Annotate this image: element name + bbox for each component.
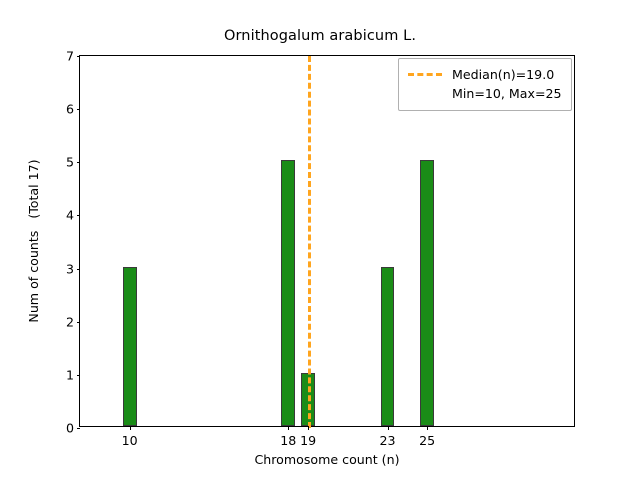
legend-label-median: Median(n)=19.0	[452, 67, 555, 82]
x-tick-label: 10	[121, 433, 138, 448]
x-tick-label: 19	[300, 433, 317, 448]
median-line-layer	[80, 56, 574, 428]
y-tick-mark	[76, 109, 80, 111]
dashed-line-icon	[408, 73, 442, 76]
legend-label-minmax: Min=10, Max=25	[452, 86, 562, 101]
y-tick-label: 3	[65, 261, 74, 277]
y-tick-mark	[76, 428, 80, 429]
x-axis-label: Chromosome count (n)	[254, 452, 400, 467]
y-tick-label: 1	[65, 367, 74, 383]
y-axis-label: Num of counts (Total 17)	[26, 159, 41, 323]
y-tick-label: 5	[65, 154, 74, 170]
chart-title: Ornithogalum arabicum L.	[223, 28, 417, 44]
y-tick-mark	[76, 162, 80, 164]
x-tick-mark	[129, 426, 131, 430]
bar	[122, 266, 137, 426]
median-line	[308, 56, 312, 428]
y-tick-label: 4	[65, 207, 74, 223]
y-tick-label: 7	[65, 48, 74, 64]
bar	[281, 160, 296, 426]
y-tick-label: 0	[65, 420, 74, 436]
y-tick-label: 6	[65, 101, 74, 117]
bar	[420, 160, 435, 426]
y-tick-mark	[76, 268, 80, 270]
bar	[380, 266, 395, 426]
x-tick-mark	[288, 426, 290, 430]
bars-layer	[80, 56, 574, 426]
y-tick-mark	[76, 321, 80, 323]
bar	[301, 372, 316, 426]
x-tick-label: 18	[280, 433, 297, 448]
chart-legend: Median(n)=19.0 Min=10, Max=25	[398, 58, 572, 111]
x-tick-mark	[427, 426, 429, 430]
x-tick-mark	[308, 426, 310, 430]
legend-entry-minmax: Min=10, Max=25	[408, 84, 562, 103]
y-tick-mark	[76, 374, 80, 376]
x-tick-label: 23	[379, 433, 396, 448]
x-tick-mark	[387, 426, 389, 430]
legend-entry-median: Median(n)=19.0	[408, 65, 562, 84]
y-tick-mark	[76, 56, 80, 57]
y-tick-label: 2	[65, 314, 74, 330]
x-tick-label: 25	[419, 433, 436, 448]
y-tick-mark	[76, 215, 80, 217]
